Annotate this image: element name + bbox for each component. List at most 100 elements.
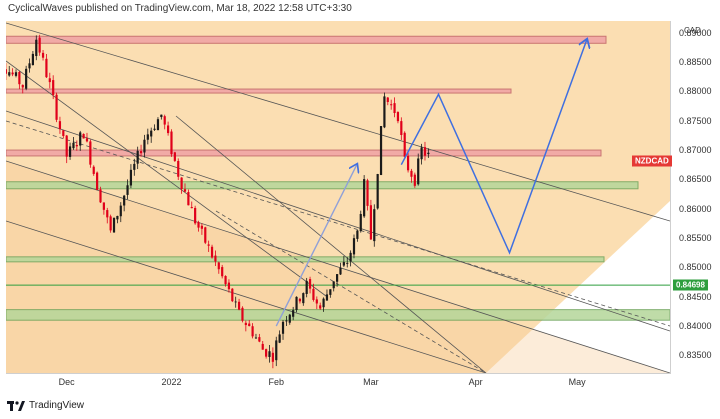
candle-body xyxy=(254,337,258,339)
candle-body xyxy=(207,244,210,246)
candle-body xyxy=(251,326,254,337)
candle-body xyxy=(38,37,41,53)
candle-body xyxy=(413,174,416,186)
candle-body xyxy=(268,351,271,357)
candle-body xyxy=(187,192,190,206)
candle-body xyxy=(366,180,369,206)
resistance-zone xyxy=(6,149,602,157)
trendline xyxy=(6,60,327,297)
candle-body xyxy=(383,96,386,128)
candle-body xyxy=(65,135,68,157)
footer-brand-text: TradingView xyxy=(29,400,85,411)
candle-body xyxy=(302,293,305,304)
candle-body xyxy=(356,230,359,239)
candle-body xyxy=(123,195,126,206)
candle-body xyxy=(112,217,116,233)
candle-body xyxy=(136,150,139,164)
y-tick-label: 0.85000 xyxy=(679,262,712,273)
candle-body xyxy=(170,131,173,155)
candle-body xyxy=(139,151,143,154)
candle-body xyxy=(163,116,166,125)
candle-body xyxy=(8,72,11,76)
candle-body xyxy=(45,58,48,78)
y-tick-label: 0.87500 xyxy=(679,115,712,126)
candle-body xyxy=(319,305,322,309)
candle-body xyxy=(406,155,410,171)
candle-body xyxy=(160,114,163,118)
y-tick-label: 0.86500 xyxy=(679,174,712,185)
x-tick-label: May xyxy=(568,377,586,387)
candle-body xyxy=(31,53,34,66)
candle-body xyxy=(336,274,339,282)
candle-body xyxy=(41,52,45,58)
candle-body xyxy=(386,97,389,103)
candle-body xyxy=(379,126,383,175)
candle-body xyxy=(52,80,55,95)
trendline xyxy=(6,220,487,373)
y-tick-label: 0.84000 xyxy=(679,321,712,332)
projection-layer xyxy=(275,39,587,327)
candle-body xyxy=(265,349,268,357)
candle-body xyxy=(210,246,214,258)
candle-body xyxy=(403,132,406,157)
candle-body xyxy=(96,172,99,190)
chart-plot-area[interactable] xyxy=(6,21,671,374)
candle-body xyxy=(410,170,413,177)
candle-body xyxy=(308,279,312,289)
time-axis[interactable]: Dec 2022 Feb Mar Apr May xyxy=(6,373,670,389)
candle-body xyxy=(396,112,400,122)
candle-body xyxy=(420,147,423,160)
candle-body xyxy=(359,214,362,232)
candle-body xyxy=(92,166,95,174)
candle-body xyxy=(11,72,14,75)
candle-body xyxy=(288,314,291,323)
candle-body xyxy=(119,205,122,217)
x-tick-label: Mar xyxy=(363,377,379,387)
candle-body xyxy=(234,301,237,303)
candle-body xyxy=(224,275,227,285)
candle-body xyxy=(21,84,24,88)
candle-body xyxy=(79,132,82,146)
zones-layer xyxy=(6,21,670,373)
candle-body xyxy=(244,322,247,326)
candle-body xyxy=(325,294,329,301)
candle-body xyxy=(18,72,21,85)
x-tick-label: 2022 xyxy=(161,377,182,387)
candle-body xyxy=(417,158,420,185)
y-tick-label: 0.84500 xyxy=(679,291,712,302)
price-axis[interactable]: 0.89000 0.88500 0.88000 0.87500 0.87000 0.865… xyxy=(671,21,720,373)
candle-body xyxy=(25,68,28,89)
symbol-price-label: NZDCAD xyxy=(632,155,672,167)
candles-layer xyxy=(6,34,430,369)
candle-body xyxy=(48,78,51,83)
candle-body xyxy=(315,299,318,304)
candle-body xyxy=(281,321,285,334)
candle-body xyxy=(75,144,78,147)
candle-body xyxy=(177,160,180,177)
candle-body xyxy=(190,207,193,209)
candle-body xyxy=(214,255,217,262)
candle-body xyxy=(231,288,234,302)
candle-body xyxy=(241,307,244,321)
projection-arrow xyxy=(275,164,357,327)
candle-body xyxy=(153,128,156,130)
y-tick-label: 0.83500 xyxy=(679,350,712,361)
candle-body xyxy=(329,289,332,295)
resistance-zone xyxy=(6,88,512,94)
candle-body xyxy=(89,141,92,165)
candle-body xyxy=(339,267,342,275)
support-zone xyxy=(6,181,639,190)
candle-body xyxy=(58,121,62,130)
candle-body xyxy=(261,343,264,350)
footer-brand[interactable]: TradingView xyxy=(7,400,84,411)
currency-label: CAD xyxy=(684,26,701,35)
candle-body xyxy=(427,152,430,155)
level-price-label: 0.84698 xyxy=(673,279,708,291)
candle-body xyxy=(109,216,112,231)
candle-body xyxy=(173,152,176,161)
support-zone xyxy=(6,309,670,321)
candle-body xyxy=(102,202,105,210)
candle-body xyxy=(28,63,31,69)
candle-body xyxy=(349,252,352,262)
dashed-trendline xyxy=(215,210,487,373)
